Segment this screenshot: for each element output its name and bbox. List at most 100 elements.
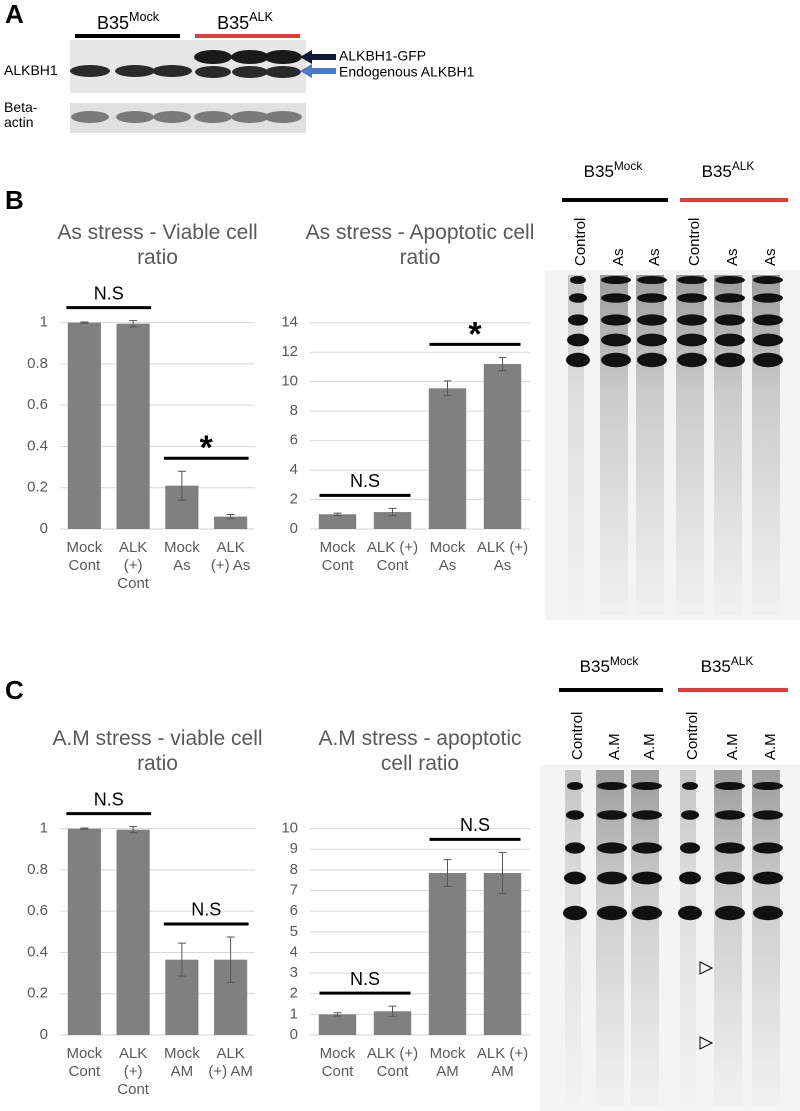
gel-band <box>753 905 783 921</box>
gel-band <box>567 782 583 790</box>
lane-label: Control <box>572 218 589 266</box>
y-tick-label: 7 <box>290 882 298 899</box>
y-tick-label: 4 <box>290 943 298 960</box>
blot-band <box>71 111 109 123</box>
gel-smear <box>676 275 704 615</box>
gel-band <box>566 810 584 820</box>
lane-label: As <box>646 248 663 266</box>
bar <box>116 323 150 529</box>
group-name: B35 <box>580 657 610 676</box>
bar <box>483 873 522 1035</box>
gel-band <box>715 905 745 921</box>
bar <box>428 873 467 1035</box>
lane-label: As <box>762 248 779 266</box>
group-name: B35 <box>702 162 732 181</box>
bar <box>373 512 412 529</box>
lane-label: Control <box>684 712 701 760</box>
bar <box>214 516 248 529</box>
gel-band <box>715 333 745 347</box>
x-tick-label: Mock As <box>163 539 200 574</box>
chart-title: As stress - Apoptotic cell ratio <box>305 221 535 270</box>
gel-smear <box>600 275 628 615</box>
error-bar <box>226 936 235 983</box>
gel-band <box>601 352 631 368</box>
gel-band <box>715 293 745 303</box>
arrowhead <box>699 1036 714 1050</box>
lane-label: Control <box>686 218 703 266</box>
y-tick-label: 1 <box>290 1005 298 1022</box>
error-bar <box>177 470 186 501</box>
blot-band <box>115 65 155 77</box>
blot-band <box>264 50 302 64</box>
group-sup: ALK <box>731 654 754 668</box>
gel-band <box>715 352 745 368</box>
gel-band <box>753 782 783 790</box>
group-sup: ALK <box>732 159 755 173</box>
gel-band <box>570 276 586 284</box>
gel-band <box>715 782 745 790</box>
x-tick-label: ALK (+) Cont <box>366 539 419 574</box>
blot-band <box>232 66 268 78</box>
lane-label: As <box>610 248 627 266</box>
group-sup: Mock <box>129 10 160 24</box>
significance-label: N.S <box>350 471 380 491</box>
bar <box>67 322 101 529</box>
gel-band <box>677 333 707 347</box>
significance-label: N.S <box>191 900 221 920</box>
gel-band <box>637 352 667 368</box>
blot-band <box>70 65 110 77</box>
x-tick-label: Mock As <box>429 539 466 574</box>
group-name: B35 <box>97 13 129 33</box>
gel-band <box>597 810 627 820</box>
x-tick-label: ALK (+) Cont <box>117 539 149 592</box>
group-name: B35 <box>217 13 249 33</box>
x-tick-label: Mock AM <box>163 1045 200 1080</box>
x-tick-label: Mock Cont <box>66 1045 103 1080</box>
gel-band <box>597 871 627 885</box>
error-bar <box>443 859 452 887</box>
y-tick-label: 0.8 <box>27 355 48 372</box>
y-tick-label: 9 <box>290 840 298 857</box>
gel-band <box>753 352 783 368</box>
gel-band <box>681 810 699 820</box>
blot-band <box>116 111 154 123</box>
panel-label: B <box>5 185 24 215</box>
y-tick-label: 8 <box>290 861 298 878</box>
group-label: B35ALK <box>701 654 754 676</box>
y-tick-label: 2 <box>290 491 298 508</box>
gel-band <box>677 314 707 326</box>
error-bar <box>226 514 235 520</box>
chart-title: A.M stress - viable cell ratio <box>52 727 263 776</box>
significance-label: N.S <box>94 789 124 809</box>
y-tick-label: 1 <box>40 314 48 331</box>
gel-band <box>715 810 745 820</box>
y-tick-label: 0.4 <box>27 943 48 960</box>
group-name: B35 <box>584 162 614 181</box>
x-tick-label: ALK (+) As <box>476 539 529 574</box>
gel-smear <box>680 770 696 1106</box>
gel-band <box>753 842 783 854</box>
row-label: Beta-actin <box>4 99 38 131</box>
chart-title: A.M stress - apoptotic cell ratio <box>318 727 522 776</box>
gel-band <box>677 293 707 303</box>
gel-band <box>597 842 627 854</box>
blot-band <box>195 66 231 78</box>
lane-label: A.M <box>724 733 741 760</box>
gel-band <box>677 276 707 284</box>
x-tick-label: ALK (+) As <box>210 539 251 574</box>
gel-band <box>637 276 667 284</box>
gel-band <box>753 810 783 820</box>
error-bar <box>388 1005 397 1017</box>
y-tick-label: 0 <box>290 1026 298 1043</box>
error-bar <box>498 851 507 895</box>
blot-band <box>153 111 191 123</box>
gel-band <box>597 782 627 790</box>
x-tick-label: ALK (+) AM <box>208 1045 253 1080</box>
group-sup: Mock <box>610 654 638 668</box>
gel-band <box>564 871 586 885</box>
gel-band <box>597 905 627 921</box>
x-tick-label: Mock Cont <box>319 539 356 574</box>
significance-label: * <box>200 429 214 467</box>
y-tick-label: 3 <box>290 964 298 981</box>
gel-band <box>601 333 631 347</box>
